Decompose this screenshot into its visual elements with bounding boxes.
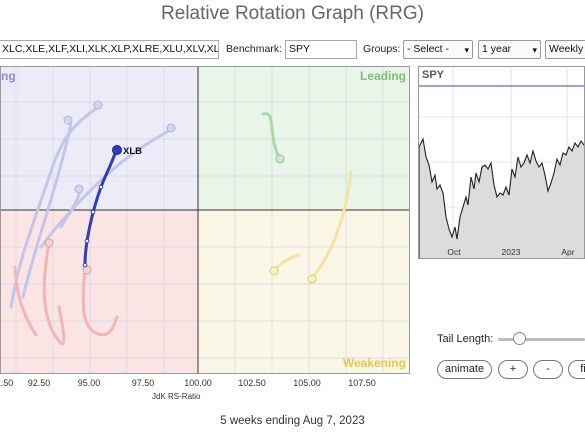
tail-point xyxy=(84,238,90,244)
date-range-footer: 5 weeks ending Aug 7, 2023 xyxy=(220,415,365,427)
x-tick-label: 102.50 xyxy=(238,378,266,388)
tail-xlre xyxy=(81,269,119,337)
spy-tick-label: Oct xyxy=(447,247,461,257)
tail-xli xyxy=(261,112,282,161)
period-select[interactable]: 1 year ▾ xyxy=(478,40,541,59)
animate-button[interactable]: animate xyxy=(437,360,492,379)
x-axis-title: JdK RS-Ratio xyxy=(152,392,201,401)
chevron-down-icon: ▾ xyxy=(532,45,537,55)
tail-point xyxy=(98,184,104,190)
tail-xle xyxy=(309,170,353,281)
zoom-in-button[interactable]: + xyxy=(498,360,528,379)
x-tick-label: 92.50 xyxy=(0,378,14,388)
quadrant-label-improving: ng xyxy=(1,69,16,83)
rrg-plot: XLB xyxy=(1,67,409,373)
groups-label: Groups: xyxy=(363,43,401,55)
tail-length-label: Tail Length: xyxy=(437,333,494,345)
spy-price-panel: SPY xyxy=(418,66,585,259)
tail-length-slider[interactable] xyxy=(498,338,585,341)
spy-price-chart xyxy=(419,67,584,258)
xlb-label: XLB xyxy=(123,146,142,157)
toolbar: XLC,XLE,XLF,XLI,XLK,XLP,XLRE,XLU,XLV,XL … xyxy=(0,39,585,61)
zoom-out-button[interactable]: - xyxy=(533,360,563,379)
tail-point xyxy=(82,262,88,268)
x-tick-label: 92.50 xyxy=(27,378,51,388)
benchmark-input[interactable]: SPY xyxy=(285,40,357,59)
x-tick-label: 107.50 xyxy=(348,378,376,388)
groups-select[interactable]: - Select - ▾ xyxy=(403,40,473,59)
x-tick-label: 97.50 xyxy=(131,378,155,388)
quadrant-lagging xyxy=(1,210,198,373)
tail-head-point xyxy=(74,184,84,194)
fit-button[interactable]: fi xyxy=(568,360,585,379)
tail-point xyxy=(90,209,96,215)
spy-x-axis: Oct 2023 Apr xyxy=(418,247,585,259)
spy-price-line xyxy=(419,137,584,258)
tail-xlp xyxy=(42,241,66,346)
tail-head-point xyxy=(269,266,279,276)
benchmark-label: Benchmark: xyxy=(226,43,283,55)
tail-head-point xyxy=(93,100,103,110)
symbols-input[interactable]: XLC,XLE,XLF,XLI,XLK,XLP,XLRE,XLU,XLV,XL xyxy=(0,40,219,59)
spy-tick-label: 2023 xyxy=(501,247,521,257)
tail-head-point xyxy=(44,238,54,248)
tail-head-point xyxy=(63,115,73,125)
tail-head-point xyxy=(82,265,92,275)
tail-head-point xyxy=(275,154,285,164)
groups-select-value: - Select - xyxy=(407,43,450,55)
rrg-chart[interactable]: XLB Leading Weakening ng xyxy=(0,66,410,374)
spy-label: SPY xyxy=(422,69,445,81)
xlb-head-point xyxy=(112,145,122,155)
tail-xlf xyxy=(59,187,81,229)
x-tick-label: 100.00 xyxy=(184,378,212,388)
quadrant-label-leading: Leading xyxy=(359,69,406,83)
tail-xlv xyxy=(39,127,173,249)
period-select-value: 1 year xyxy=(482,43,512,55)
interval-select-value: Weekly xyxy=(549,43,584,55)
tail-head-point xyxy=(307,274,317,284)
quadrant-leading xyxy=(198,67,409,210)
tail-xlk xyxy=(9,105,100,309)
quadrant-label-weakening: Weakening xyxy=(342,356,406,370)
rrg-x-axis: 92.50 92.50 95.00 97.50 100.00 102.50 10… xyxy=(0,378,410,392)
chevron-down-icon: ▾ xyxy=(464,45,469,55)
tail-head-point xyxy=(166,123,176,133)
page-title: Relative Rotation Graph (RRG) xyxy=(161,3,424,24)
tail-xlc xyxy=(21,118,72,299)
interval-select[interactable]: Weekly xyxy=(545,40,585,59)
quadrant-weakening xyxy=(198,210,409,373)
tail-xlu xyxy=(13,265,38,337)
x-tick-label: 95.00 xyxy=(77,378,101,388)
spy-tick-label: Apr xyxy=(561,247,575,257)
x-tick-label: 105.00 xyxy=(293,378,321,388)
tail-length-slider-handle[interactable] xyxy=(513,332,526,345)
